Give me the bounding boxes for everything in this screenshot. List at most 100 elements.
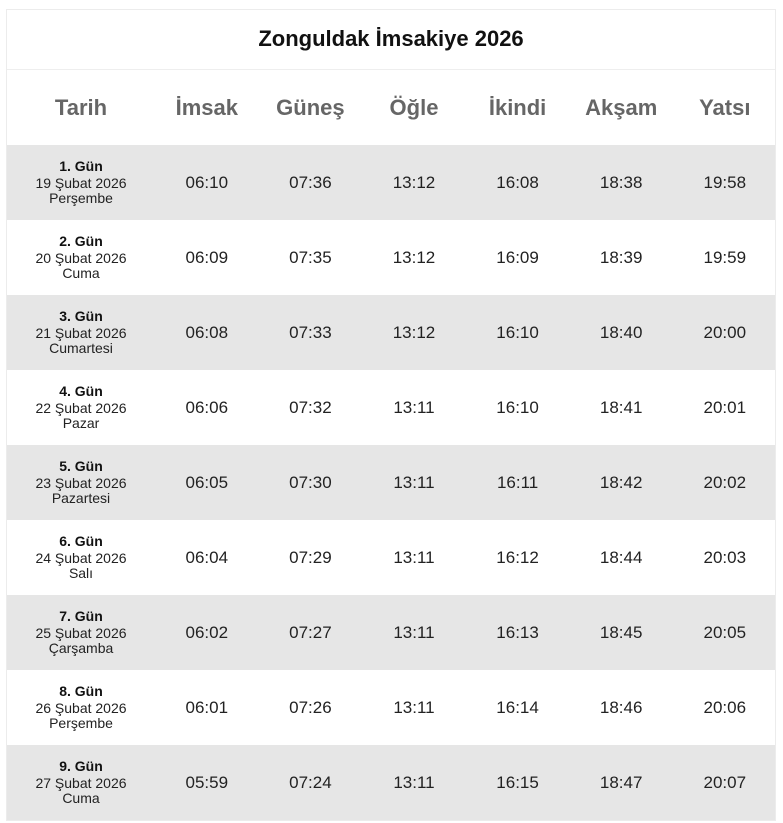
day-label: 3. Gün xyxy=(59,308,103,324)
day-label: 9. Gün xyxy=(59,758,103,774)
date-label: 20 Şubat 2026 xyxy=(35,250,127,266)
weekday-label: Pazartesi xyxy=(51,490,111,506)
header-yatsi: Yatsı xyxy=(699,94,751,120)
date-label: 22 Şubat 2026 xyxy=(35,400,127,416)
day-label: 2. Gün xyxy=(59,233,103,249)
table-row: 3. Gün 21 Şubat 2026 Cumartesi 06:08 07:33 13… xyxy=(7,295,775,370)
yatsi-time-cell: 19:59 xyxy=(703,247,747,267)
ikindi-time-cell: 16:13 xyxy=(496,622,539,642)
yatsi-time-cell: 20:06 xyxy=(703,697,747,717)
gunes-time-cell: 07:26 xyxy=(289,697,332,717)
date-label: 19 Şubat 2026 xyxy=(35,175,127,191)
yatsi-time-cell: 20:05 xyxy=(703,622,747,642)
weekday-label: Cumartesi xyxy=(49,340,113,356)
aksam-time-cell: 18:39 xyxy=(599,247,643,267)
header-gunes: Güneş xyxy=(276,94,345,120)
imsak-time-cell: 06:10 xyxy=(185,172,229,192)
page-title: Zonguldak İmsakiye 2026 xyxy=(7,10,775,70)
yatsi-time-cell: 20:07 xyxy=(703,772,747,792)
date-cell: 4. Gün 22 Şubat 2026 Pazar xyxy=(7,370,155,445)
header-ikindi: İkindi xyxy=(488,94,547,120)
gunes-time-cell: 07:29 xyxy=(289,547,332,567)
ogle-time-cell: 13:11 xyxy=(393,772,435,792)
yatsi-time-cell: 20:02 xyxy=(703,472,747,492)
ikindi-time-cell: 16:11 xyxy=(496,472,539,492)
header-aksam: Akşam xyxy=(585,94,658,120)
imsak-time-cell: 06:06 xyxy=(185,397,229,417)
weekday-label: Perşembe xyxy=(49,715,113,731)
header-ogle: Öğle xyxy=(389,94,439,120)
imsak-time-cell: 06:09 xyxy=(185,247,229,267)
gunes-time-cell: 07:32 xyxy=(289,397,332,417)
table-row: 9. Gün 27 Şubat 2026 Cuma 05:59 07:24 13:11 16… xyxy=(7,745,775,820)
yatsi-time-cell: 20:03 xyxy=(703,547,747,567)
ogle-time-cell: 13:11 xyxy=(393,622,435,642)
date-cell: 7. Gün 25 Şubat 2026 Çarşamba xyxy=(7,595,155,670)
weekday-label: Salı xyxy=(68,565,94,581)
date-label: 24 Şubat 2026 xyxy=(35,550,127,566)
aksam-time-cell: 18:45 xyxy=(599,622,643,642)
gunes-time-cell: 07:24 xyxy=(289,772,332,792)
date-cell: 5. Gün 23 Şubat 2026 Pazartesi xyxy=(7,445,155,520)
gunes-time-cell: 07:30 xyxy=(289,472,332,492)
ogle-time-cell: 13:11 xyxy=(393,547,435,567)
day-label: 6. Gün xyxy=(59,533,103,549)
date-cell: 9. Gün 27 Şubat 2026 Cuma xyxy=(7,745,155,820)
imsak-time-cell: 06:01 xyxy=(185,697,229,717)
date-label: 25 Şubat 2026 xyxy=(35,625,127,641)
gunes-time-cell: 07:33 xyxy=(289,322,332,342)
aksam-time-cell: 18:38 xyxy=(599,172,643,192)
date-label: 27 Şubat 2026 xyxy=(35,775,127,791)
ikindi-time-cell: 16:14 xyxy=(496,697,539,717)
imsak-time-cell: 06:04 xyxy=(185,547,229,567)
day-label: 8. Gün xyxy=(59,683,103,699)
table-header-row: Tarih İmsak Güneş Öğle İkindi Akşam Yats… xyxy=(7,70,775,145)
gunes-time-cell: 07:27 xyxy=(289,622,332,642)
ikindi-time-cell: 16:10 xyxy=(496,322,539,342)
table-row: 5. Gün 23 Şubat 2026 Pazartesi 06:05 07:30 13… xyxy=(7,445,775,520)
ogle-time-cell: 13:11 xyxy=(393,397,435,417)
day-label: 5. Gün xyxy=(59,458,103,474)
weekday-label: Cuma xyxy=(62,790,100,806)
table-row: 4. Gün 22 Şubat 2026 Pazar 06:06 07:32 13:11 1… xyxy=(7,370,775,445)
table-row: 6. Gün 24 Şubat 2026 Salı 06:04 07:29 13:11 16… xyxy=(7,520,775,595)
table-row: 8. Gün 26 Şubat 2026 Perşembe 06:01 07:26 13:… xyxy=(7,670,775,745)
ogle-time-cell: 13:12 xyxy=(392,322,436,342)
gunes-time-cell: 07:35 xyxy=(289,247,332,267)
table-row: 1. Gün 19 Şubat 2026 Perşembe 06:10 07:36 13:… xyxy=(7,145,775,220)
aksam-time-cell: 18:46 xyxy=(599,697,643,717)
ikindi-time-cell: 16:12 xyxy=(496,547,539,567)
ogle-time-cell: 13:11 xyxy=(393,697,435,717)
weekday-label: Perşembe xyxy=(49,190,113,206)
header-imsak: İmsak xyxy=(175,94,238,120)
date-label: 26 Şubat 2026 xyxy=(35,700,127,716)
weekday-label: Çarşamba xyxy=(48,640,114,656)
aksam-time-cell: 18:47 xyxy=(599,772,643,792)
imsak-time-cell: 06:08 xyxy=(185,322,229,342)
date-cell: 8. Gün 26 Şubat 2026 Perşembe xyxy=(7,670,155,745)
ikindi-time-cell: 16:08 xyxy=(496,172,539,192)
date-cell: 6. Gün 24 Şubat 2026 Salı xyxy=(7,520,155,595)
weekday-label: Pazar xyxy=(62,415,100,431)
ikindi-time-cell: 16:15 xyxy=(496,772,539,792)
day-label: 7. Gün xyxy=(59,608,103,624)
date-cell: 3. Gün 21 Şubat 2026 Cumartesi xyxy=(7,295,155,370)
aksam-time-cell: 18:40 xyxy=(599,322,643,342)
ikindi-time-cell: 16:09 xyxy=(496,247,539,267)
yatsi-time-cell: 19:58 xyxy=(703,172,747,192)
ogle-time-cell: 13:12 xyxy=(392,172,436,192)
date-label: 23 Şubat 2026 xyxy=(35,475,127,491)
yatsi-time-cell: 20:00 xyxy=(703,322,747,342)
aksam-time-cell: 18:41 xyxy=(599,397,643,417)
ikindi-time-cell: 16:10 xyxy=(496,397,539,417)
table-row: 2. Gün 20 Şubat 2026 Cuma 06:09 07:35 13:12 16… xyxy=(7,220,775,295)
weekday-label: Cuma xyxy=(62,265,100,281)
ogle-time-cell: 13:12 xyxy=(392,247,436,267)
imsak-time-cell: 06:02 xyxy=(185,622,229,642)
gunes-time-cell: 07:36 xyxy=(289,172,332,192)
table-row: 7. Gün 25 Şubat 2026 Çarşamba 06:02 07:27 13:… xyxy=(7,595,775,670)
aksam-time-cell: 18:42 xyxy=(599,472,643,492)
imsak-time-cell: 06:05 xyxy=(185,472,229,492)
ogle-time-cell: 13:11 xyxy=(393,472,435,492)
date-label: 21 Şubat 2026 xyxy=(35,325,127,341)
